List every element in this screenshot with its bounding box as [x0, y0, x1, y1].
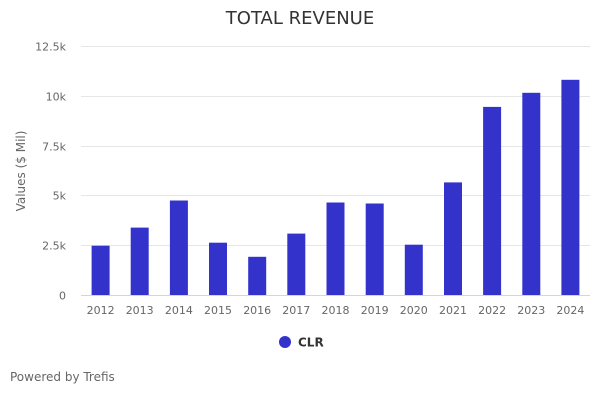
x-tick-label: 2019: [361, 304, 389, 317]
legend-label[interactable]: CLR: [298, 336, 324, 350]
y-tick-label: 0: [59, 290, 66, 303]
bar-2021[interactable]: [444, 182, 462, 295]
legend-marker-icon: [279, 336, 291, 348]
legend[interactable]: CLR: [279, 336, 324, 350]
x-tick-label: 2015: [204, 304, 232, 317]
bar-2018[interactable]: [326, 202, 345, 296]
x-tick-label: 2017: [282, 304, 310, 317]
bar-2017[interactable]: [287, 233, 306, 295]
y-tick-label: 5k: [53, 190, 67, 203]
x-tick-label: 2016: [243, 304, 271, 317]
bar-2020[interactable]: [404, 244, 423, 295]
x-tick-label: 2023: [517, 304, 545, 317]
y-tick-label: 12.5k: [35, 41, 66, 54]
grid-layer: [81, 46, 590, 296]
bar-2023[interactable]: [522, 92, 541, 295]
x-tick-label: 2020: [400, 304, 428, 317]
bar-2014[interactable]: [169, 200, 188, 296]
chart-title: TOTAL REVENUE: [225, 8, 374, 29]
x-tick-label: 2013: [126, 304, 154, 317]
bar-2012[interactable]: [91, 245, 110, 295]
x-tick-label: 2014: [165, 304, 193, 317]
powered-by-credit: Powered by Trefis: [10, 370, 115, 384]
x-tick-label: 2021: [439, 304, 467, 317]
bar-2024[interactable]: [561, 79, 580, 295]
y-tick-label: 10k: [46, 91, 67, 104]
bar-2019[interactable]: [365, 203, 384, 296]
y-axis-label: Values ($ Mil): [14, 131, 28, 212]
y-ticks: 0 2.5k 5k 7.5k 10k 12.5k: [35, 41, 66, 303]
bar-2013[interactable]: [130, 227, 149, 295]
x-tick-label: 2024: [556, 304, 584, 317]
x-tick-label: 2012: [87, 304, 115, 317]
x-tick-label: 2018: [322, 304, 350, 317]
x-tick-label: 2022: [478, 304, 506, 317]
x-ticks: 2012 2013 2014 2015 2016 2017 2018 2019 2020 2021…: [87, 304, 585, 317]
y-tick-label: 7.5k: [42, 141, 66, 154]
bar-2022[interactable]: [483, 106, 502, 296]
bars: [91, 79, 580, 296]
bar-2016[interactable]: [248, 256, 267, 295]
bar-2015[interactable]: [209, 242, 227, 295]
y-tick-label: 2.5k: [42, 240, 66, 253]
